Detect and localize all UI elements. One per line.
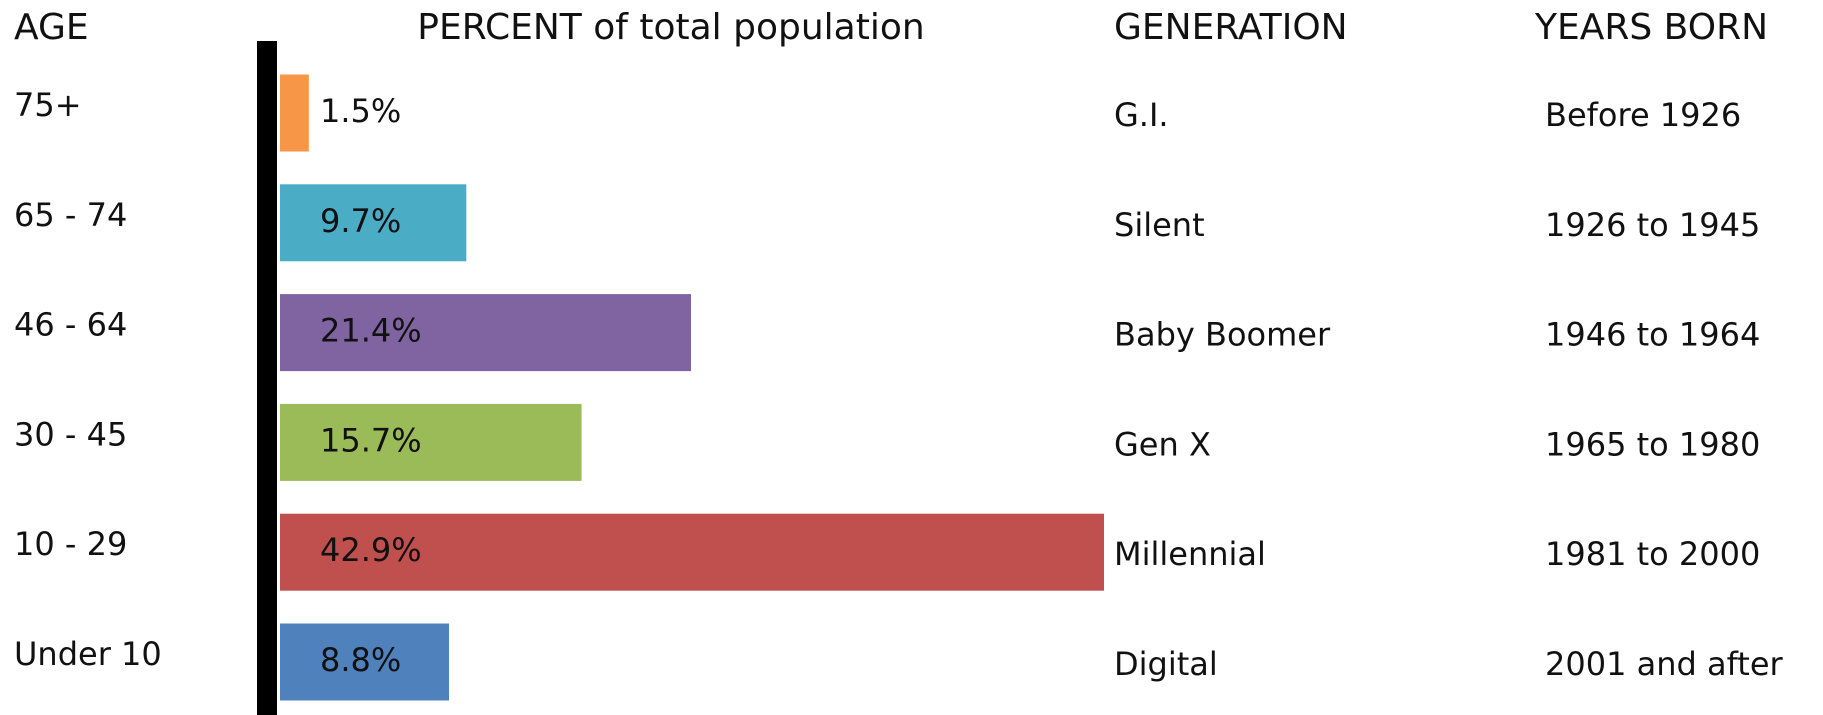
- value-label: 21.4%: [320, 312, 422, 350]
- generation-label: Baby Boomer: [1114, 316, 1331, 354]
- generation-label: Millennial: [1114, 535, 1266, 573]
- age-label: 10 - 29: [14, 525, 127, 563]
- generation-label: G.I.: [1114, 96, 1169, 134]
- bar: [280, 184, 467, 262]
- age-label: 65 - 74: [14, 196, 127, 234]
- years-label: Before 1926: [1545, 96, 1741, 134]
- value-label: 9.7%: [320, 202, 401, 240]
- header: AGE: [14, 7, 89, 48]
- bar: [280, 623, 450, 701]
- years-label: 1946 to 1964: [1545, 316, 1760, 354]
- value-label: 8.8%: [320, 641, 401, 679]
- years-label: 1926 to 1945: [1545, 206, 1760, 244]
- axis-line: [257, 41, 277, 715]
- bar: [280, 513, 1104, 591]
- value-label: 15.7%: [320, 421, 422, 459]
- years-label: 2001 and after: [1545, 645, 1784, 683]
- age-label: Under 10: [14, 635, 162, 673]
- value-label: 1.5%: [320, 92, 401, 130]
- header: YEARS BORN: [1534, 7, 1768, 48]
- bar: [280, 74, 309, 152]
- value-label: 42.9%: [320, 531, 422, 569]
- generation-label: Gen X: [1114, 425, 1211, 463]
- age-label: 46 - 64: [14, 306, 127, 344]
- bar: [280, 294, 692, 372]
- bar: [280, 403, 582, 481]
- header: PERCENT of total population: [417, 7, 924, 48]
- age-label: 30 - 45: [14, 415, 127, 453]
- years-label: 1965 to 1980: [1545, 425, 1760, 463]
- header: GENERATION: [1114, 7, 1348, 48]
- years-label: 1981 to 2000: [1545, 535, 1760, 573]
- age-label: 75+: [14, 86, 82, 124]
- generation-label: Digital: [1114, 645, 1218, 683]
- generation-label: Silent: [1114, 206, 1205, 244]
